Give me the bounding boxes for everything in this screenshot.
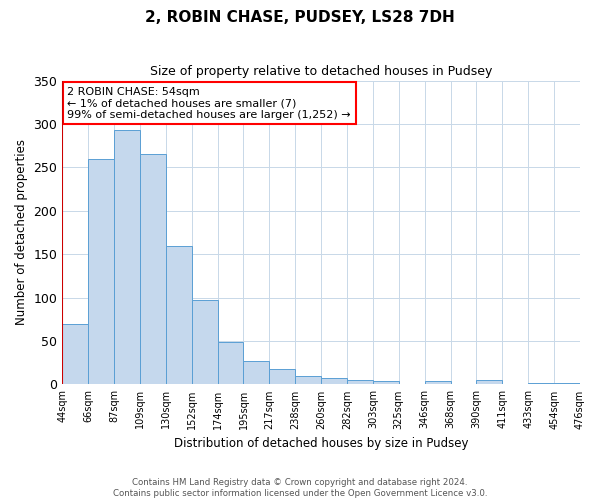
Bar bbox=[166, 246, 192, 384]
Bar bbox=[244, 361, 269, 384]
Bar bbox=[476, 380, 502, 384]
Bar bbox=[140, 154, 166, 384]
Bar bbox=[528, 382, 554, 384]
Bar bbox=[347, 380, 373, 384]
Y-axis label: Number of detached properties: Number of detached properties bbox=[15, 140, 28, 326]
Bar bbox=[88, 158, 114, 384]
Bar bbox=[321, 378, 347, 384]
Text: 2 ROBIN CHASE: 54sqm
← 1% of detached houses are smaller (7)
99% of semi-detache: 2 ROBIN CHASE: 54sqm ← 1% of detached ho… bbox=[67, 86, 351, 120]
Bar bbox=[269, 369, 295, 384]
Text: Contains HM Land Registry data © Crown copyright and database right 2024.
Contai: Contains HM Land Registry data © Crown c… bbox=[113, 478, 487, 498]
Bar bbox=[373, 381, 399, 384]
X-axis label: Distribution of detached houses by size in Pudsey: Distribution of detached houses by size … bbox=[174, 437, 469, 450]
Bar bbox=[114, 130, 140, 384]
Title: Size of property relative to detached houses in Pudsey: Size of property relative to detached ho… bbox=[150, 65, 493, 78]
Text: 2, ROBIN CHASE, PUDSEY, LS28 7DH: 2, ROBIN CHASE, PUDSEY, LS28 7DH bbox=[145, 10, 455, 25]
Bar bbox=[295, 376, 321, 384]
Bar bbox=[192, 300, 218, 384]
Bar bbox=[554, 382, 580, 384]
Bar bbox=[218, 342, 244, 384]
Bar bbox=[62, 324, 88, 384]
Bar bbox=[425, 381, 451, 384]
